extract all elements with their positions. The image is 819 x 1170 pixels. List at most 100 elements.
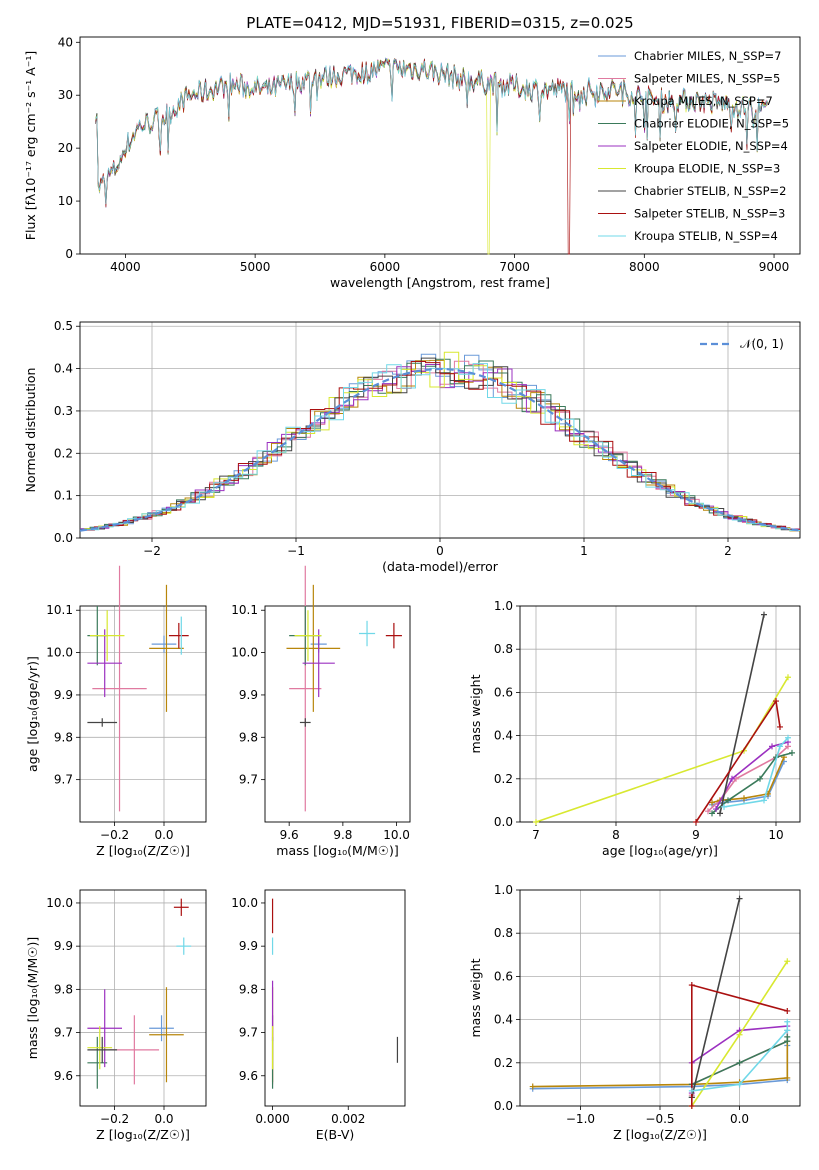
spectrum-series-line — [95, 57, 768, 255]
data-point-marker — [777, 743, 783, 750]
plot-frame — [79, 889, 207, 1107]
x-tick-label: 9 — [692, 828, 700, 842]
mass-weight-series-line — [691, 1021, 789, 1092]
y-tick-label: 0.8 — [494, 926, 513, 940]
mass-weight-series-line — [535, 676, 789, 823]
legend-entry: 𝒩(0, 1) — [740, 337, 784, 351]
data-point-marker — [705, 808, 711, 815]
data-point-marker — [784, 1027, 791, 1034]
spectrum-panel: 4000 5000 6000 7000 8000 9000 0 10 20 30 40 wavelen… — [23, 35, 801, 290]
x-tick-label: 0 — [436, 544, 444, 558]
data-point-marker — [736, 1059, 743, 1066]
x-axis-label: E(B-V) — [316, 1127, 355, 1142]
x-tick-label: 4000 — [110, 260, 141, 274]
y-tick-label: 9.8 — [54, 982, 73, 996]
data-point-marker — [725, 797, 731, 804]
x-axis-label: Z [log₁₀(Z/Z☉)] — [613, 1127, 707, 1142]
metallicity-age-panel: −0.2 0.0 9.7 9.8 9.9 10.0 10.1 Z [log₁₀(Z/Z☉)] a… — [25, 565, 207, 858]
data-point-marker — [784, 1018, 791, 1025]
data-point-marker — [736, 1031, 743, 1038]
y-tick-label: 0.2 — [494, 1056, 513, 1070]
histogram-series — [80, 357, 796, 531]
extinction-mass-panel: 0.000 0.002 9.6 9.7 9.8 9.9 10.0 E(B-V) — [231, 889, 406, 1142]
x-axis-label: mass [log₁₀(M/M☉)] — [276, 843, 398, 858]
x-tick-label: −0.5 — [645, 1112, 674, 1126]
x-tick-label: −1 — [287, 544, 305, 558]
data-point-marker — [761, 797, 767, 804]
plot-frame — [519, 605, 801, 823]
y-axis-label: mass weight — [468, 958, 483, 1037]
y-tick-label: 0.4 — [54, 362, 73, 376]
y-tick-label: 9.7 — [54, 1026, 73, 1040]
y-tick-label: 9.6 — [54, 1069, 73, 1083]
y-tick-label: 0.3 — [54, 404, 73, 418]
figure-title: PLATE=0412, MJD=51931, FIBERID=0315, z=0… — [246, 14, 633, 32]
x-tick-label: 5000 — [240, 260, 271, 274]
data-point-marker — [529, 1083, 536, 1090]
y-axis-label: Normed distribution — [23, 368, 38, 493]
mass-weight-vs-age-panel: 7 8 9 10 0.0 0.2 0.4 0.6 0.8 1.0 age [log₁₀(age/yr… — [468, 599, 801, 858]
legend-entry: Salpeter MILES, N_SSP=5 — [634, 72, 780, 86]
plot-frame — [79, 605, 207, 823]
y-tick-label: 1.0 — [494, 883, 513, 897]
legend-entry: Kroupa ELODIE, N_SSP=3 — [634, 162, 780, 176]
data-point-marker — [709, 810, 715, 817]
spectrum-series-line — [95, 58, 768, 205]
y-tick-label: 0.2 — [54, 446, 73, 460]
y-tick-label: 0.4 — [494, 1013, 513, 1027]
x-tick-label: 2 — [724, 544, 732, 558]
data-point-marker — [688, 1103, 695, 1109]
x-tick-label: 1 — [580, 544, 588, 558]
y-tick-label: 10.0 — [231, 646, 258, 660]
mass-age-panel: 9.6 9.8 10.0 9.7 9.8 9.9 10.0 10.1 mass [log₁₀(M… — [231, 565, 411, 858]
spectrum-series-line — [95, 58, 768, 204]
y-tick-label: 10.0 — [231, 896, 258, 910]
x-axis-label: Z [log₁₀(Z/Z☉)] — [96, 843, 190, 858]
y-tick-label: 0.0 — [494, 1099, 513, 1113]
y-axis-label: mass [log₁₀(M/M☉)] — [25, 937, 40, 1059]
x-tick-label: 8 — [612, 828, 620, 842]
x-tick-label: 10 — [768, 828, 783, 842]
data-point-marker — [688, 982, 695, 989]
y-tick-label: 0.1 — [54, 489, 73, 503]
data-point-marker — [741, 795, 747, 802]
y-tick-label: 0.6 — [494, 685, 513, 699]
data-point-marker — [688, 1087, 695, 1094]
data-point-marker — [785, 674, 791, 681]
plot-frame — [519, 889, 801, 1107]
x-tick-label: 0.002 — [331, 1112, 365, 1126]
data-point-marker — [533, 819, 539, 825]
y-tick-label: 0.6 — [494, 969, 513, 983]
x-axis-label: Z [log₁₀(Z/Z☉)] — [96, 1127, 190, 1142]
mass-weight-series-line — [719, 614, 765, 814]
residual-histogram-panel: −2 −1 0 1 2 0.0 0.1 0.2 0.3 0.4 0.5 (data-model)/er… — [23, 319, 801, 574]
y-tick-label: 1.0 — [494, 599, 513, 613]
legend-entry: Chabrier MILES, N_SSP=7 — [634, 49, 781, 63]
legend-entry: Chabrier STELIB, N_SSP=2 — [634, 184, 786, 198]
y-tick-label: 40 — [58, 35, 73, 49]
plot-frame — [79, 36, 801, 255]
y-axis-label: Flux [fλ10⁻¹⁷ erg cm⁻² s⁻¹ A⁻¹] — [23, 51, 38, 240]
y-tick-label: 0.0 — [494, 815, 513, 829]
y-tick-label: 0.2 — [494, 772, 513, 786]
y-tick-label: 9.8 — [54, 730, 73, 744]
legend-entry: Salpeter STELIB, N_SSP=3 — [634, 207, 785, 221]
mass-weight-vs-metallicity-panel: −1.0 −0.5 0.0 0.0 0.2 0.4 0.6 0.8 1.0 Z [log₁₀(Z/… — [468, 883, 801, 1142]
normal-reference-curve — [79, 367, 801, 532]
data-point-marker — [785, 734, 791, 741]
legend-entry: Kroupa MILES, N_SSP=7 — [634, 94, 773, 108]
y-tick-label: 10.0 — [46, 646, 73, 660]
x-tick-label: 7 — [532, 828, 540, 842]
y-tick-label: 20 — [58, 141, 73, 155]
data-point-marker — [709, 799, 715, 806]
plot-frame — [79, 321, 801, 539]
data-point-marker — [729, 775, 735, 782]
y-axis-label: age [log₁₀(age/yr)] — [25, 656, 40, 772]
y-tick-label: 0.8 — [494, 642, 513, 656]
data-point-marker — [777, 723, 783, 730]
y-tick-label: 9.9 — [239, 688, 258, 702]
data-point-marker — [761, 611, 767, 618]
histogram-series — [80, 364, 800, 530]
legend-entry: Salpeter ELODIE, N_SSP=4 — [634, 139, 788, 153]
y-tick-label: 0 — [65, 247, 73, 261]
